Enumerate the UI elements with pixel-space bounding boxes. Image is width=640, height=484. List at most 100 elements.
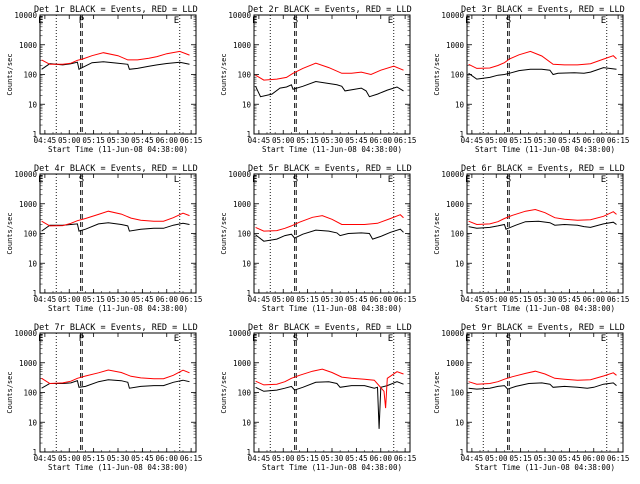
x-tick-label: 05:45: [345, 295, 368, 304]
lld-series-line: [41, 50, 190, 65]
y-tick-label: 100: [237, 230, 251, 239]
y-tick-label: 100: [237, 389, 251, 398]
y-tick-label: 1000: [446, 359, 465, 368]
lld-series-line: [255, 368, 404, 409]
y-tick-label: 1000: [19, 359, 38, 368]
marker-letter: S: [506, 16, 511, 26]
plot-frame: [466, 14, 624, 135]
x-axis-label: Start Time (11-Jun-08 04:38:00): [48, 463, 188, 472]
y-tick-label: 100: [237, 71, 251, 80]
x-axis-label: Start Time (11-Jun-08 04:38:00): [48, 304, 188, 313]
x-tick-label: 05:00: [58, 454, 81, 463]
y-tick-label: 1: [32, 448, 37, 457]
x-tick-label: 05:45: [345, 136, 368, 145]
detector-panel-7: Det 7r BLACK = Events, RED = LLD 1 10 100 10…: [6, 323, 202, 472]
y-tick-label: 10: [242, 100, 252, 109]
y-tick-label: 10: [28, 259, 38, 268]
x-tick-label: 06:00: [155, 454, 178, 463]
y-tick-label: 10000: [228, 170, 251, 179]
y-tick-label: 100: [450, 71, 464, 80]
x-tick-label: 06:15: [607, 136, 630, 145]
x-tick-label: 06:15: [180, 136, 203, 145]
y-axis-label: Counts/sec: [220, 53, 228, 95]
x-axis-label: Start Time (11-Jun-08 04:38:00): [262, 463, 402, 472]
x-tick-label: 05:00: [272, 454, 295, 463]
marker-letter: S: [293, 334, 298, 344]
marker-letter: E: [174, 334, 179, 344]
x-tick-label: 06:00: [155, 136, 178, 145]
y-axis-label: Counts/sec: [433, 371, 441, 413]
x-tick-label: 05:15: [296, 136, 319, 145]
events-series-line: [255, 80, 404, 98]
x-tick-label: 05:45: [345, 454, 368, 463]
y-tick-label: 10000: [441, 11, 464, 20]
y-tick-label: 10: [28, 100, 38, 109]
x-tick-label: 05:15: [82, 295, 105, 304]
x-tick-label: 05:00: [272, 136, 295, 145]
marker-letter: E: [388, 175, 393, 185]
events-series-line: [468, 382, 617, 390]
x-tick-label: 04:45: [248, 454, 271, 463]
y-tick-label: 1000: [19, 200, 38, 209]
marker-letter: S: [79, 175, 84, 185]
marker-letter: E: [601, 334, 606, 344]
y-tick-label: 10000: [441, 170, 464, 179]
y-tick-label: 1000: [446, 200, 465, 209]
y-tick-label: 100: [450, 230, 464, 239]
x-tick-label: 05:45: [131, 136, 154, 145]
x-axis-label: Start Time (11-Jun-08 04:38:00): [48, 145, 188, 154]
marker-letter: E: [465, 16, 470, 26]
x-tick-label: 04:45: [461, 295, 484, 304]
y-tick-label: 1000: [233, 200, 252, 209]
marker-letter: P: [79, 16, 85, 26]
y-tick-label: 1000: [19, 41, 38, 50]
y-tick-label: 100: [450, 389, 464, 398]
marker-letter: L: [174, 175, 179, 185]
x-tick-label: 06:15: [607, 295, 630, 304]
y-tick-label: 10000: [14, 329, 37, 338]
y-axis-label: Counts/sec: [6, 53, 14, 95]
marker-letter: E: [38, 175, 43, 185]
events-series-line: [41, 222, 190, 232]
x-axis-label: Start Time (11-Jun-08 04:38:00): [262, 145, 402, 154]
x-tick-label: 05:45: [131, 295, 154, 304]
panel-title: Det 3r BLACK = Events, RED = LLD: [461, 5, 625, 15]
x-axis-label: Start Time (11-Jun-08 04:38:00): [262, 304, 402, 313]
x-tick-label: 06:00: [582, 295, 605, 304]
detector-panel-6: Det 6r BLACK = Events, RED = LLD 1 10 100 10…: [433, 164, 629, 313]
y-tick-label: 10: [455, 100, 465, 109]
y-tick-label: 1: [32, 130, 37, 139]
y-tick-label: 1: [246, 289, 251, 298]
y-axis-label: Counts/sec: [433, 212, 441, 254]
x-tick-label: 04:45: [461, 136, 484, 145]
x-tick-label: 04:45: [248, 295, 271, 304]
marker-letter: E: [252, 334, 257, 344]
x-tick-label: 05:00: [485, 136, 508, 145]
panel-title: Det 7r BLACK = Events, RED = LLD: [34, 323, 198, 333]
x-tick-label: 06:00: [155, 295, 178, 304]
y-tick-label: 100: [23, 71, 37, 80]
x-tick-label: 05:45: [558, 295, 581, 304]
marker-letter: S: [506, 175, 511, 185]
marker-letter: E: [174, 16, 179, 26]
x-tick-label: 06:15: [394, 295, 417, 304]
plot-frame: [39, 14, 197, 135]
marker-letter: E: [465, 334, 470, 344]
lld-series-line: [255, 214, 404, 232]
x-tick-label: 05:30: [321, 136, 344, 145]
marker-letter: E: [38, 334, 43, 344]
x-tick-label: 06:15: [394, 454, 417, 463]
detector-panel-2: Det 2r BLACK = Events, RED = LLD 1 10 100 10…: [220, 5, 416, 154]
lld-series-line: [41, 369, 190, 385]
detector-panel-4: Det 4r BLACK = Events, RED = LLD 1 10 100 10…: [6, 164, 202, 313]
detector-panel-8: Det 8r BLACK = Events, RED = LLD 1 10 100 10…: [220, 323, 416, 472]
y-tick-label: 1: [459, 448, 464, 457]
x-tick-label: 05:30: [534, 136, 557, 145]
x-tick-label: 05:15: [509, 295, 532, 304]
y-tick-label: 1: [459, 289, 464, 298]
x-tick-label: 05:00: [272, 295, 295, 304]
detector-panel-9: Det 9r BLACK = Events, RED = LLD 1 10 100 10…: [433, 323, 629, 472]
panel-title: Det 8r BLACK = Events, RED = LLD: [248, 323, 412, 333]
marker-letter: P: [79, 334, 85, 344]
panel-title: Det 5r BLACK = Events, RED = LLD: [248, 164, 412, 174]
